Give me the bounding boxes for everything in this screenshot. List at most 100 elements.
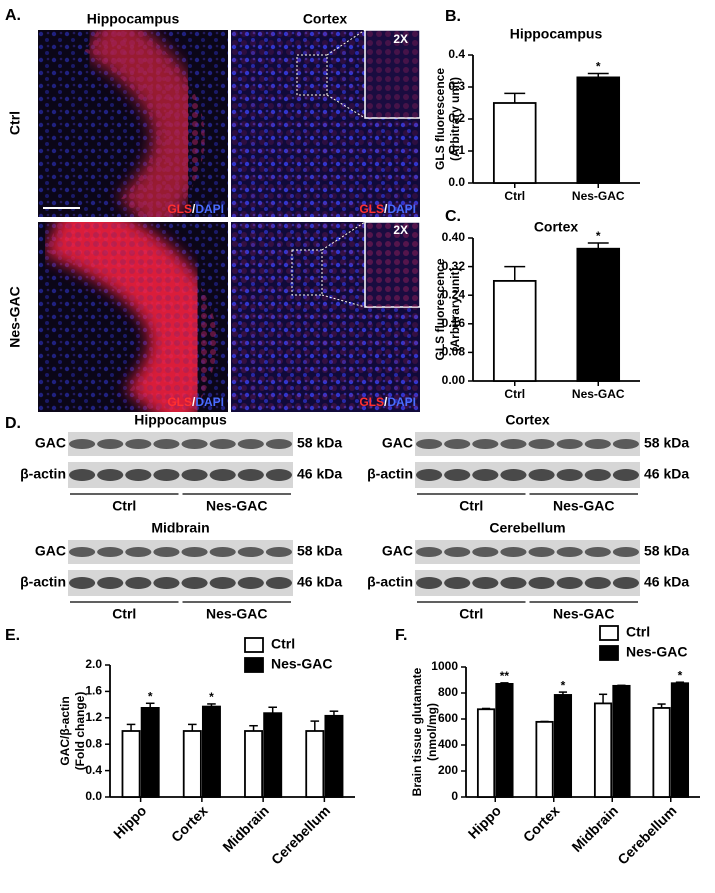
- blot-band: [444, 469, 471, 481]
- y-tick-label: 1000: [431, 659, 458, 673]
- group-label: Nes-GAC: [553, 498, 614, 514]
- y-tick-label: 600: [438, 711, 458, 725]
- stain-dapi: DAPI: [387, 395, 416, 409]
- blot-band: [265, 547, 292, 557]
- blot-band: [472, 469, 499, 481]
- blot-band: [472, 439, 499, 449]
- blot-band: [97, 469, 124, 481]
- blot-band: [584, 547, 611, 557]
- blot-band: [153, 469, 180, 481]
- group-label: Nes-GAC: [553, 606, 614, 622]
- band-size: 46 kDa: [644, 466, 689, 482]
- y-axis-label: GAC/β-actin: [58, 696, 72, 765]
- row-label: Ctrl: [7, 111, 23, 135]
- band-label: GAC: [35, 543, 66, 559]
- stain-gls: GLS: [167, 395, 192, 409]
- stain-dapi: DAPI: [195, 395, 224, 409]
- x-tick-label: Cerebellum: [614, 802, 679, 867]
- stain-gls: GLS: [359, 202, 384, 216]
- micrograph: [38, 222, 228, 412]
- bar: [121, 730, 141, 798]
- blot-band: [69, 469, 96, 481]
- legend-swatch: [599, 625, 619, 641]
- blot-band: [237, 469, 264, 481]
- blot-band: [125, 469, 152, 481]
- blot-band: [556, 439, 583, 449]
- legend-swatch: [244, 657, 264, 673]
- band-size: 58 kDa: [297, 543, 342, 559]
- band-size: 58 kDa: [644, 435, 689, 451]
- bar: [324, 714, 344, 798]
- y-tick-label: 0.4: [85, 763, 102, 777]
- blot-band: [125, 439, 152, 449]
- group-label: Ctrl: [112, 498, 136, 514]
- band-label: GAC: [382, 543, 413, 559]
- stain-gls: GLS: [167, 202, 192, 216]
- blot-band: [584, 469, 611, 481]
- legend-label: Nes-GAC: [626, 644, 687, 660]
- blot-band: [237, 439, 264, 449]
- blot-band: [416, 439, 443, 449]
- stain-label: GLS/DAPI: [359, 395, 416, 409]
- blot-band: [612, 577, 639, 589]
- stain-sep: /: [192, 395, 196, 409]
- legend-label: Ctrl: [626, 624, 650, 640]
- y-tick-label: 1.2: [85, 710, 102, 724]
- bar: [576, 247, 621, 382]
- group-label: Ctrl: [112, 606, 136, 622]
- bar: [593, 702, 613, 798]
- significance: *: [596, 60, 601, 74]
- x-tick-label: Nes-GAC: [572, 387, 625, 401]
- band-size: 58 kDa: [297, 435, 342, 451]
- blot-band: [181, 547, 208, 557]
- band-label: GAC: [35, 435, 66, 451]
- chart-title: Cortex: [534, 219, 579, 235]
- blot-band: [500, 577, 527, 589]
- micrograph: [231, 30, 420, 217]
- blot-band: [265, 577, 292, 589]
- y-tick-label: 0.4: [448, 47, 465, 61]
- bar: [201, 705, 221, 798]
- bar: [495, 683, 514, 798]
- blot-band: [237, 577, 264, 589]
- column-title: Cortex: [303, 11, 348, 27]
- blot-band: [528, 439, 555, 449]
- x-tick-label: Midbrain: [219, 802, 272, 855]
- blot-band: [612, 439, 639, 449]
- panel-label: F.: [395, 627, 407, 644]
- micrograph: [231, 222, 420, 412]
- blot-band: [444, 439, 471, 449]
- chart-title: Hippocampus: [510, 26, 603, 42]
- y-tick-label: 0.16: [442, 316, 466, 330]
- y-axis-label: (Arbitrary unit): [448, 267, 462, 351]
- y-tick-label: 0.2: [448, 111, 465, 125]
- y-tick-label: 0.3: [448, 79, 465, 93]
- blot-band: [125, 577, 152, 589]
- x-tick-label: Midbrain: [568, 802, 621, 855]
- micrograph: [38, 30, 228, 217]
- stain-gls: GLS: [359, 395, 384, 409]
- bar: [305, 730, 325, 798]
- bar: [182, 730, 202, 798]
- x-tick-label: Ctrl: [504, 387, 525, 401]
- stain-label: GLS/DAPI: [167, 202, 224, 216]
- panel-label: C.: [445, 208, 461, 225]
- legend-swatch: [599, 645, 619, 661]
- bar: [576, 76, 621, 184]
- y-tick-label: 1.6: [85, 684, 102, 698]
- blot-title: Cortex: [505, 412, 550, 428]
- panel-label: E.: [5, 627, 20, 644]
- y-tick-label: 400: [438, 737, 458, 751]
- x-tick-label: Cortex: [168, 802, 211, 845]
- blot-band: [416, 469, 443, 481]
- legend-swatch: [244, 637, 264, 653]
- significance: *: [148, 689, 153, 703]
- bar: [263, 712, 283, 798]
- blot-band: [444, 577, 471, 589]
- y-axis-label: (nmol/mg): [425, 703, 439, 761]
- panel-label: B.: [445, 8, 461, 25]
- y-tick-label: 0.8: [85, 736, 102, 750]
- blot-title: Cerebellum: [489, 520, 565, 536]
- band-size: 46 kDa: [297, 574, 342, 590]
